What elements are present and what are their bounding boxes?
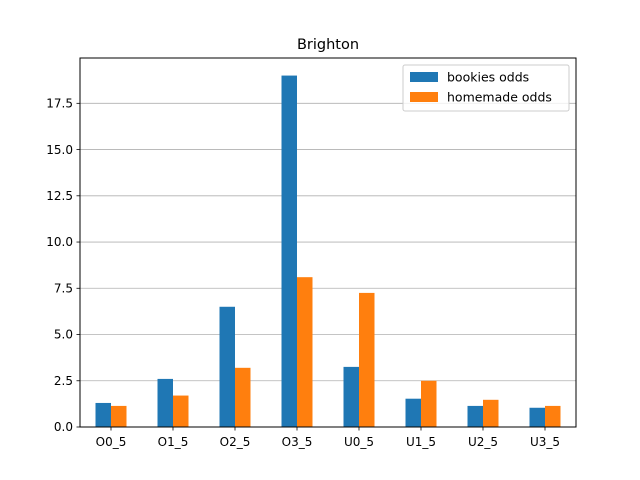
axes-frame bbox=[79, 57, 577, 428]
bar-bookies-U2_5 bbox=[467, 405, 483, 427]
x-tick-label: U0_5 bbox=[344, 435, 374, 449]
bar-homemade-U1_5 bbox=[421, 380, 437, 427]
x-tick-label: U3_5 bbox=[530, 435, 560, 449]
bar-bookies-U0_5 bbox=[343, 366, 359, 427]
x-tick-label: U2_5 bbox=[468, 435, 498, 449]
legend-box bbox=[402, 64, 570, 112]
bar-bookies-O0_5 bbox=[95, 402, 111, 427]
legend-swatch bbox=[410, 92, 438, 102]
x-tick-label: O3_5 bbox=[282, 435, 313, 449]
y-tick-label: 5.0 bbox=[54, 328, 73, 342]
bars bbox=[95, 75, 561, 428]
bar-homemade-O2_5 bbox=[235, 367, 251, 427]
x-axis-ticks: O0_5 O1_5 O2_5 O3_5 U0_5 U1_5 U2_5 U3_5 bbox=[96, 427, 560, 449]
y-axis-ticks: 0.0 2.5 5.0 7.5 10.0 12.5 15.0 17.5 bbox=[46, 97, 80, 434]
bar-homemade-O1_5 bbox=[173, 395, 189, 427]
y-tick-label: 12.5 bbox=[46, 189, 73, 203]
y-tick-label: 0.0 bbox=[54, 420, 73, 434]
legend: bookies odds homemade odds bbox=[402, 64, 570, 112]
bar-homemade-O3_5 bbox=[297, 277, 313, 427]
bar-bookies-U1_5 bbox=[405, 398, 421, 427]
bar-bookies-O1_5 bbox=[157, 378, 173, 427]
y-tick-label: 10.0 bbox=[46, 235, 73, 249]
legend-swatch bbox=[410, 72, 438, 82]
y-tick-label: 7.5 bbox=[54, 281, 73, 295]
bar-bookies-U3_5 bbox=[529, 407, 545, 427]
x-tick-label: O2_5 bbox=[220, 435, 251, 449]
chart-title: Brighton bbox=[297, 37, 359, 53]
x-tick-label: U1_5 bbox=[406, 435, 436, 449]
bar-homemade-U0_5 bbox=[359, 292, 375, 427]
bar-homemade-U2_5 bbox=[483, 399, 499, 427]
bar-homemade-O0_5 bbox=[111, 405, 127, 427]
x-tick-label: O1_5 bbox=[158, 435, 189, 449]
y-tick-label: 15.0 bbox=[46, 143, 73, 157]
y-tick-label: 17.5 bbox=[46, 97, 73, 111]
x-tick-label: O0_5 bbox=[96, 435, 127, 449]
bar-bookies-O3_5 bbox=[281, 75, 297, 428]
legend-label: bookies odds bbox=[447, 70, 529, 85]
bar-homemade-U3_5 bbox=[545, 405, 561, 427]
bar-bookies-O2_5 bbox=[219, 306, 235, 427]
y-tick-label: 2.5 bbox=[54, 374, 73, 388]
grid-lines bbox=[80, 102, 576, 428]
legend-label: homemade odds bbox=[447, 90, 552, 105]
